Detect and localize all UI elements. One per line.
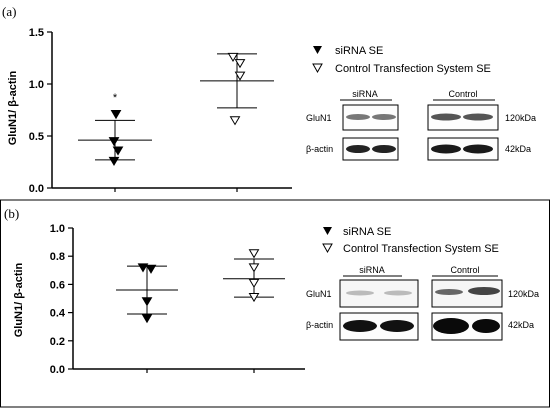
panel-a-blot-images xyxy=(343,105,498,160)
panel-b-blot-size-120: 120kDa xyxy=(508,289,539,299)
panel-a-band xyxy=(431,114,461,121)
panel-a-ticks: 0.0 0.5 1.0 1.5 xyxy=(29,27,237,195)
panel-a-band xyxy=(372,114,396,120)
panel-a-blot-size-120: 120kDa xyxy=(505,113,536,123)
panel-a-blot-row-bactin: β-actin xyxy=(306,144,333,154)
panel-a-band xyxy=(463,114,493,121)
panel-b-legend-marker-control xyxy=(323,244,332,252)
panel-a-legend-control: Control Transfection System SE xyxy=(335,63,491,75)
panel-b-y-tick-label: 1.0 xyxy=(50,223,65,235)
panel-a-band xyxy=(463,145,493,154)
panel-b-band xyxy=(384,291,412,296)
panel-a-label: (a) xyxy=(2,4,16,19)
panel-b-data-point xyxy=(250,264,259,272)
panel-a-significance-star: * xyxy=(113,92,118,104)
panel-a-y-tick-label: 1.0 xyxy=(29,79,44,91)
panel-b-legend-marker-sirna xyxy=(323,227,332,235)
panel-a-band xyxy=(372,145,396,153)
panel-a-blot-row-glun1: GluN1 xyxy=(306,113,332,123)
panel-b: (b) GluN1/ β-actin 0.0 0.2 0.4 0.6 0.8 1.0 si… xyxy=(4,206,539,376)
panel-b-band xyxy=(433,318,469,334)
panel-b-legend-sirna: siRNA SE xyxy=(343,226,391,238)
panel-b-band xyxy=(472,319,500,333)
panel-a-legend-marker-sirna xyxy=(313,46,322,54)
panel-a-band xyxy=(346,114,370,120)
panel-a-data-point xyxy=(110,157,119,165)
panel-b-blot-row-bactin: β-actin xyxy=(306,320,333,330)
panel-a-data-point xyxy=(110,138,119,146)
panel-a-band xyxy=(346,145,370,153)
panel-b-y-tick-label: 0.6 xyxy=(50,279,65,291)
panel-a-blot-header-sirna: siRNA xyxy=(352,89,378,99)
panel-a-data-point xyxy=(112,111,121,119)
panel-b-band xyxy=(380,320,414,332)
panel-b-y-axis-label: GluN1/ β-actin xyxy=(13,262,25,337)
panel-b-legend-control: Control Transfection System SE xyxy=(343,243,499,255)
panel-b-ticks: 0.0 0.2 0.4 0.6 0.8 1.0 xyxy=(50,223,254,376)
panel-a-data-point xyxy=(231,117,240,125)
panel-a-band xyxy=(431,145,461,154)
panel-a: (a) GluN1/ β-actin 0.0 0.5 1.0 1.5 * siRNA … xyxy=(2,4,536,195)
panel-b-y-tick-label: 0.4 xyxy=(50,308,66,320)
panel-b-band xyxy=(346,291,374,296)
panel-b-band xyxy=(468,287,500,295)
panel-b-blot-header-control: Control xyxy=(450,265,479,275)
panel-b-y-tick-label: 0.8 xyxy=(50,251,65,263)
panel-a-blot-header-control: Control xyxy=(448,89,477,99)
panel-b-data-point xyxy=(143,298,152,306)
panel-b-data-point xyxy=(143,315,152,323)
panel-a-y-axis-label: GluN1/ β-actin xyxy=(7,70,19,145)
panel-b-blot-size-42: 42kDa xyxy=(508,320,534,330)
panel-b-y-tick-label: 0.2 xyxy=(50,336,65,348)
panel-a-y-tick-label: 0.0 xyxy=(29,183,44,195)
panel-a-blot-size-42: 42kDa xyxy=(505,144,531,154)
panel-b-y-tick-label: 0.0 xyxy=(50,364,65,376)
panel-b-label: (b) xyxy=(4,206,19,221)
panel-b-blot-header-sirna: siRNA xyxy=(359,265,385,275)
panel-a-legend-marker-control xyxy=(313,64,322,72)
panel-a-legend-sirna: siRNA SE xyxy=(335,45,383,57)
panel-b-blot-images xyxy=(340,280,502,340)
panel-b-data-point xyxy=(250,279,259,287)
panel-b-marks xyxy=(116,250,285,323)
panel-b-data-point xyxy=(250,250,259,258)
panel-b-data-point xyxy=(147,265,156,273)
panel-b-blot-row-glun1: GluN1 xyxy=(306,289,332,299)
panel-a-marks xyxy=(78,53,274,165)
panel-b-band xyxy=(343,320,377,332)
panel-b-band xyxy=(435,289,463,295)
panel-a-y-tick-label: 1.5 xyxy=(29,27,44,39)
panel-a-y-tick-label: 0.5 xyxy=(29,131,44,143)
